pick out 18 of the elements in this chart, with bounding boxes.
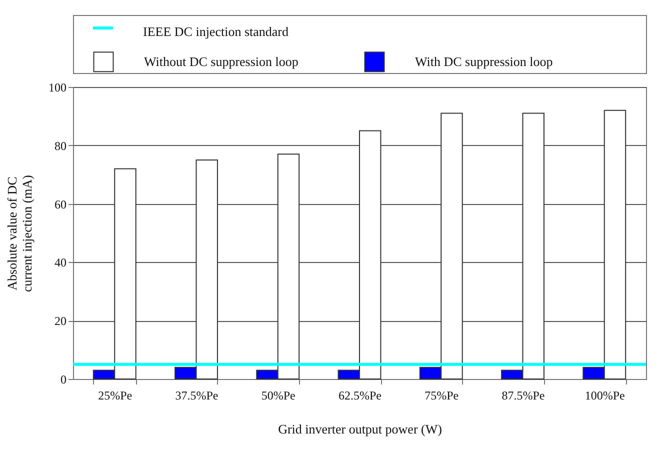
x-axis-title: Grid inverter output power (W) xyxy=(278,422,442,436)
legend-label: Without DC suppression loop xyxy=(144,54,298,69)
x-tick-label: 62.5%Pe xyxy=(338,388,382,402)
legend-label: With DC suppression loop xyxy=(415,54,553,69)
y-axis-title: Absolute value of DC current injection (mA) xyxy=(4,175,34,292)
x-tick-label: 87.5%Pe xyxy=(502,388,545,402)
y-tick-label: 40 xyxy=(54,256,66,270)
y-tick-label: 20 xyxy=(54,314,66,328)
y-tick-label: 100 xyxy=(48,80,66,94)
y-tick-label: 80 xyxy=(54,138,66,153)
y-tick-label: 60 xyxy=(54,197,66,212)
x-tick-label: 100%Pe xyxy=(584,388,625,402)
x-tick-label: 50%Pe xyxy=(261,388,296,402)
x-tick-label: 75%Pe xyxy=(424,388,459,402)
y-tick-label: 0 xyxy=(60,372,66,386)
x-tick-label: 25%Pe xyxy=(98,388,132,402)
x-tick-label: 37.5%Pe xyxy=(175,388,218,402)
legend-label: IEEE DC injection standard xyxy=(143,24,289,39)
